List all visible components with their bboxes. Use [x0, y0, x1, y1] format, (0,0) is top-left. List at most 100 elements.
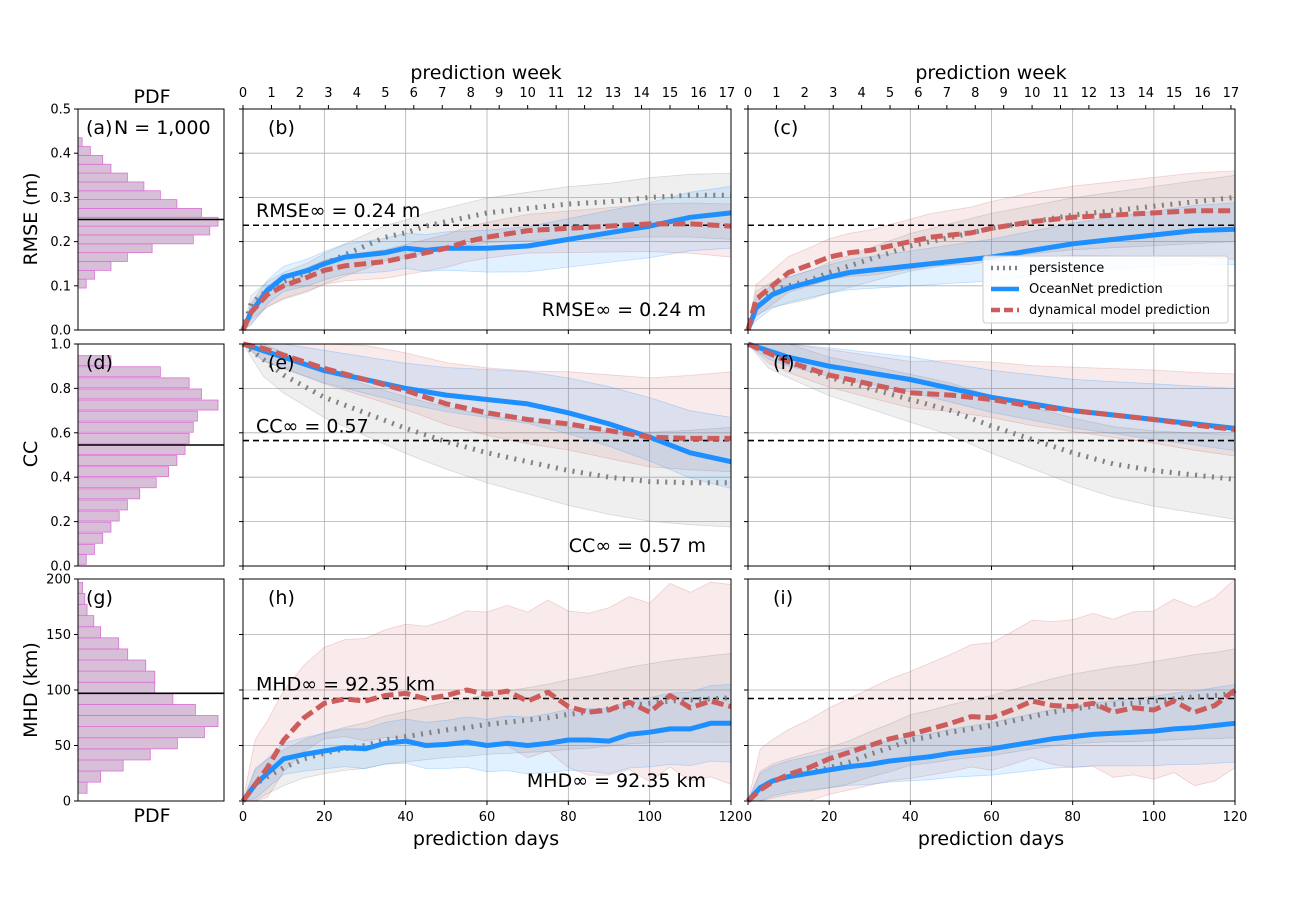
week-tick-label: 17 — [719, 86, 736, 101]
panel-tag: (e) — [268, 352, 295, 374]
week-tick-label: 11 — [1052, 86, 1069, 101]
pdf-bar — [77, 388, 202, 400]
ytick-label: 200 — [46, 573, 71, 588]
ytick-label: 50 — [54, 739, 71, 754]
saturation-label: CC∞ = 0.57 — [256, 416, 369, 438]
week-tick-label: 3 — [829, 86, 837, 101]
pdf-bar — [77, 455, 178, 466]
bottom-xlabel-i: prediction days — [918, 828, 1064, 850]
panel-tag: (b) — [268, 117, 295, 139]
pdf-bar — [77, 163, 112, 174]
pdf-bar — [77, 532, 104, 544]
xtick-label: 80 — [1064, 810, 1081, 825]
persistence-line — [746, 690, 1236, 803]
xtick-label: 0 — [239, 810, 247, 825]
panel-tag: (g) — [86, 587, 113, 609]
pdf-bar — [77, 670, 156, 683]
week-tick-label: 14 — [633, 86, 650, 101]
ytick-label: 0.3 — [50, 191, 71, 206]
xtick-label: 20 — [821, 810, 838, 825]
panel-tag: (a) — [86, 117, 112, 139]
oceannet-line — [746, 720, 1236, 803]
week-tick-label: 1 — [267, 86, 275, 101]
pdf-bar — [77, 748, 151, 761]
week-tick-label: 3 — [324, 86, 332, 101]
persistence-line — [241, 342, 731, 486]
pdf-bar — [77, 466, 169, 478]
panel-tag: (d) — [86, 352, 113, 374]
pdf-bar — [77, 421, 194, 433]
bottom-xlabel-h: prediction days — [413, 828, 559, 850]
week-tick-label: 4 — [857, 86, 865, 101]
pdf-bar — [77, 692, 174, 705]
pdf-panel-mhd: 0 50 100 150 200 (g) — [46, 573, 225, 810]
ylabel-mhd: MHD (km) — [20, 642, 42, 738]
xtick-label: 120 — [1223, 810, 1248, 825]
legend: persistence OceanNet prediction dynamica… — [982, 255, 1229, 324]
pdf-bar — [77, 626, 101, 639]
week-tick-label: 7 — [438, 86, 446, 101]
week-tick-label: 6 — [914, 86, 922, 101]
week-tick-label: 6 — [410, 86, 418, 101]
xtick-label: 120 — [719, 810, 744, 825]
ylabel-cc: CC — [20, 441, 42, 468]
top-xlabel-b: prediction week — [410, 62, 561, 84]
legend-box — [982, 255, 1229, 324]
week-tick-label: 12 — [576, 86, 593, 101]
oceannet-line — [745, 226, 1236, 331]
xtick-label: 60 — [983, 810, 1000, 825]
dynamical-line — [745, 208, 1235, 331]
dynamical-line — [240, 221, 732, 332]
panel-cc-1: (e) CC∞ = 0.57 CC∞ = 0.57 m — [239, 341, 732, 570]
ytick-label: 0.0 — [50, 324, 71, 339]
pdf-bar — [77, 553, 87, 565]
oceannet-line — [240, 210, 732, 332]
xtick-label: 80 — [560, 810, 577, 825]
pdf-bar — [77, 681, 156, 694]
week-tick-label: 0 — [744, 86, 752, 101]
week-tick-label: 16 — [690, 86, 707, 101]
ytick-label: 100 — [46, 684, 71, 699]
ytick-label: 0.1 — [50, 279, 71, 294]
week-tick-label: 11 — [548, 86, 565, 101]
week-tick-label: 8 — [971, 86, 979, 101]
week-tick-label: 2 — [801, 86, 809, 101]
pdf-bar — [77, 410, 198, 422]
persistence-line — [745, 194, 1236, 331]
panel-tag: (i) — [773, 587, 793, 609]
ytick-label: 150 — [46, 628, 71, 643]
ylabel-rmse: RMSE (m) — [20, 172, 42, 265]
week-tick-label: 13 — [1109, 86, 1126, 101]
week-tick-label: 14 — [1137, 86, 1154, 101]
week-tick-label: 9 — [1000, 86, 1008, 101]
week-tick-label: 15 — [662, 86, 679, 101]
pdf-bar — [77, 593, 86, 605]
panel-tag: (h) — [268, 587, 295, 609]
week-tick-label: 9 — [495, 86, 503, 101]
saturation-label-lower: RMSE∞ = 0.24 m — [542, 299, 706, 321]
pdf-bar — [77, 637, 120, 650]
pdf-bar — [77, 137, 83, 147]
pdf-bar — [77, 704, 196, 716]
week-tick-label: 10 — [1024, 86, 1041, 101]
oceannet-line — [240, 720, 731, 803]
week-tick-label: 13 — [605, 86, 622, 101]
legend-label-persistence: persistence — [1029, 261, 1104, 276]
saturation-label: MHD∞ = 92.35 km — [256, 673, 435, 695]
week-tick-label: 15 — [1166, 86, 1183, 101]
pdf-bar — [77, 581, 83, 594]
week-tick-label: 8 — [467, 86, 475, 101]
panel-rmse-1: 0 1 2 3 4 5 6 7 8 9 10 11 12 13 14 15 16 17(b)RMSE∞ = 0.2… — [239, 86, 735, 334]
pdf-bar — [77, 225, 211, 236]
week-tick-label: 1 — [772, 86, 780, 101]
pdf-bar — [77, 521, 112, 533]
xtick-label: 100 — [637, 810, 662, 825]
xtick-label: 20 — [316, 810, 333, 825]
ytick-label: 1.0 — [50, 338, 71, 353]
dynamical-line — [240, 687, 732, 803]
pdf-bar — [77, 243, 153, 254]
pdf-bar — [77, 444, 186, 455]
pdf-bar — [77, 759, 124, 772]
pdf-bar — [77, 659, 147, 672]
pdf-frame — [77, 108, 225, 331]
